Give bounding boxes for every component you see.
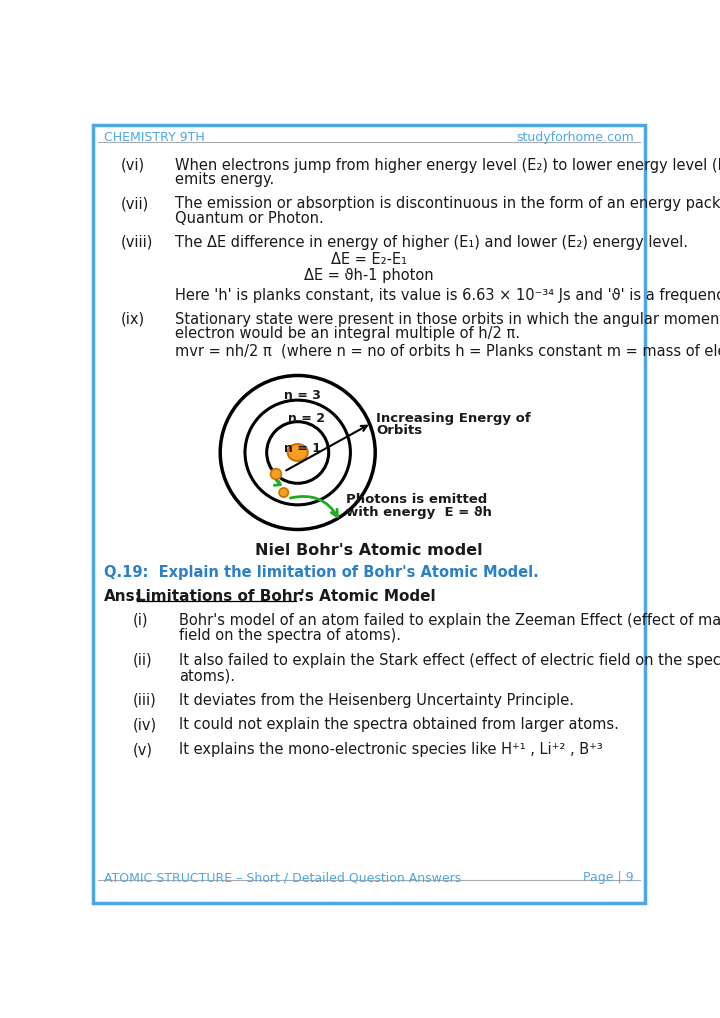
- Text: Stationary state were present in those orbits in which the angular moment of an: Stationary state were present in those o…: [175, 312, 720, 327]
- Text: electron would be an integral multiple of h/2 π.: electron would be an integral multiple o…: [175, 326, 521, 341]
- Text: Limitations of Bohr's Atomic Model: Limitations of Bohr's Atomic Model: [137, 588, 436, 604]
- Text: (v): (v): [132, 742, 153, 757]
- Text: Photons is emitted: Photons is emitted: [346, 493, 487, 506]
- Text: Q.19:  Explain the limitation of Bohr's Atomic Model.: Q.19: Explain the limitation of Bohr's A…: [104, 565, 539, 580]
- Text: n = 3: n = 3: [284, 389, 320, 402]
- Text: CHEMISTRY 9TH: CHEMISTRY 9TH: [104, 130, 204, 144]
- Text: (iii): (iii): [132, 692, 156, 708]
- Text: (ix): (ix): [121, 312, 145, 327]
- Text: (iv): (iv): [132, 718, 157, 732]
- Text: It also failed to explain the Stark effect (effect of electric field on the spec: It also failed to explain the Stark effe…: [179, 653, 720, 668]
- Text: (vii): (vii): [121, 196, 149, 211]
- Ellipse shape: [287, 444, 307, 461]
- Text: The ΔE difference in energy of higher (E₁) and lower (E₂) energy level.: The ΔE difference in energy of higher (E…: [175, 234, 688, 249]
- Text: Orbits: Orbits: [376, 425, 422, 437]
- Text: atoms).: atoms).: [179, 668, 235, 683]
- Text: Bohr's model of an atom failed to explain the Zeeman Effect (effect of magnetic: Bohr's model of an atom failed to explai…: [179, 613, 720, 628]
- FancyArrowPatch shape: [274, 480, 281, 486]
- Text: Quantum or Photon.: Quantum or Photon.: [175, 211, 324, 226]
- Text: n = 2: n = 2: [289, 412, 325, 426]
- Circle shape: [271, 468, 282, 479]
- Text: field on the spectra of atoms).: field on the spectra of atoms).: [179, 628, 401, 643]
- Text: (viii): (viii): [121, 234, 153, 249]
- Text: It explains the mono-electronic species like H⁺¹ , Li⁺² , B⁺³: It explains the mono-electronic species …: [179, 742, 603, 757]
- Text: Ans:: Ans:: [104, 588, 142, 604]
- Text: with energy  E = ϑh: with energy E = ϑh: [346, 506, 492, 518]
- Text: emits energy.: emits energy.: [175, 172, 274, 187]
- Text: The emission or absorption is discontinuous in the form of an energy packet call: The emission or absorption is discontinu…: [175, 196, 720, 211]
- FancyBboxPatch shape: [93, 125, 645, 903]
- Text: ΔE = ϑh-1 photon: ΔE = ϑh-1 photon: [304, 269, 434, 283]
- Text: It deviates from the Heisenberg Uncertainty Principle.: It deviates from the Heisenberg Uncertai…: [179, 692, 574, 708]
- Text: (i): (i): [132, 613, 148, 628]
- FancyArrowPatch shape: [290, 497, 338, 517]
- Text: mvr = nh/2 π  (where n = no of orbits h = Planks constant m = mass of electron): mvr = nh/2 π (where n = no of orbits h =…: [175, 344, 720, 359]
- Text: ΔE = E₂-E₁: ΔE = E₂-E₁: [331, 252, 407, 268]
- Text: (ii): (ii): [132, 653, 152, 668]
- Text: n = 1: n = 1: [284, 442, 320, 455]
- Text: (vi): (vi): [121, 158, 145, 173]
- Text: studyforhome.com: studyforhome.com: [516, 130, 634, 144]
- Text: Page | 9: Page | 9: [583, 871, 634, 885]
- Circle shape: [279, 488, 289, 497]
- Text: Niel Bohr's Atomic model: Niel Bohr's Atomic model: [255, 544, 483, 558]
- Text: Increasing Energy of: Increasing Energy of: [376, 412, 531, 426]
- Text: :: :: [297, 588, 304, 604]
- Text: ATOMIC STRUCTURE – Short / Detailed Question Answers: ATOMIC STRUCTURE – Short / Detailed Ques…: [104, 871, 462, 885]
- Text: Here 'h' is planks constant, its value is 6.63 × 10⁻³⁴ Js and 'ϑ' is a frequency: Here 'h' is planks constant, its value i…: [175, 288, 720, 302]
- Text: It could not explain the spectra obtained from larger atoms.: It could not explain the spectra obtaine…: [179, 718, 619, 732]
- Text: When electrons jump from higher energy level (E₂) to lower energy level (E₁), it: When electrons jump from higher energy l…: [175, 158, 720, 173]
